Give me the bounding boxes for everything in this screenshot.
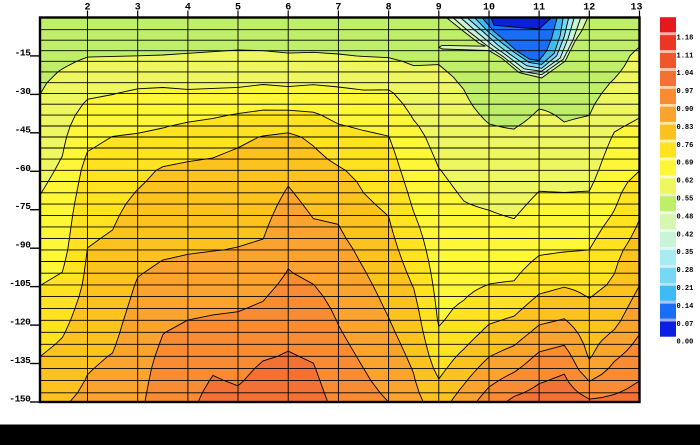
svg-text:0.48: 0.48 <box>677 213 694 221</box>
svg-text:7: 7 <box>335 3 341 14</box>
svg-text:0.62: 0.62 <box>677 178 694 186</box>
svg-text:11: 11 <box>533 3 545 14</box>
svg-text:-150: -150 <box>9 394 31 405</box>
svg-text:10: 10 <box>483 3 495 14</box>
svg-text:0.90: 0.90 <box>677 106 694 114</box>
svg-text:8: 8 <box>386 3 392 14</box>
svg-text:-45: -45 <box>15 124 32 135</box>
svg-text:-90: -90 <box>15 240 32 251</box>
svg-text:0.97: 0.97 <box>677 88 694 96</box>
svg-text:0.35: 0.35 <box>677 249 694 257</box>
svg-text:3: 3 <box>135 3 141 14</box>
svg-text:9: 9 <box>436 3 442 14</box>
svg-text:0.21: 0.21 <box>677 285 694 293</box>
svg-text:1.04: 1.04 <box>677 70 694 78</box>
svg-text:5: 5 <box>235 3 241 14</box>
svg-text:6: 6 <box>285 3 291 14</box>
svg-text:0.42: 0.42 <box>677 231 694 239</box>
svg-text:-120: -120 <box>9 317 31 328</box>
svg-text:0.00: 0.00 <box>677 339 694 347</box>
svg-text:13: 13 <box>630 3 642 14</box>
svg-text:0.28: 0.28 <box>677 267 694 275</box>
svg-text:-15: -15 <box>15 47 32 58</box>
svg-text:0.14: 0.14 <box>677 303 694 311</box>
svg-text:0.07: 0.07 <box>677 321 694 329</box>
svg-text:1.11: 1.11 <box>677 52 694 60</box>
svg-text:-105: -105 <box>9 278 31 289</box>
svg-text:-75: -75 <box>15 201 32 212</box>
svg-text:0.76: 0.76 <box>677 142 694 150</box>
svg-text:12: 12 <box>583 3 595 14</box>
svg-text:0.55: 0.55 <box>677 196 694 204</box>
svg-text:-60: -60 <box>15 163 32 174</box>
svg-text:0.69: 0.69 <box>677 160 694 168</box>
svg-text:0.83: 0.83 <box>677 124 694 132</box>
svg-text:1.18: 1.18 <box>677 34 694 42</box>
svg-text:-30: -30 <box>15 86 32 97</box>
svg-text:2: 2 <box>84 3 90 14</box>
svg-text:4: 4 <box>185 3 191 14</box>
svg-text:-135: -135 <box>9 355 31 366</box>
